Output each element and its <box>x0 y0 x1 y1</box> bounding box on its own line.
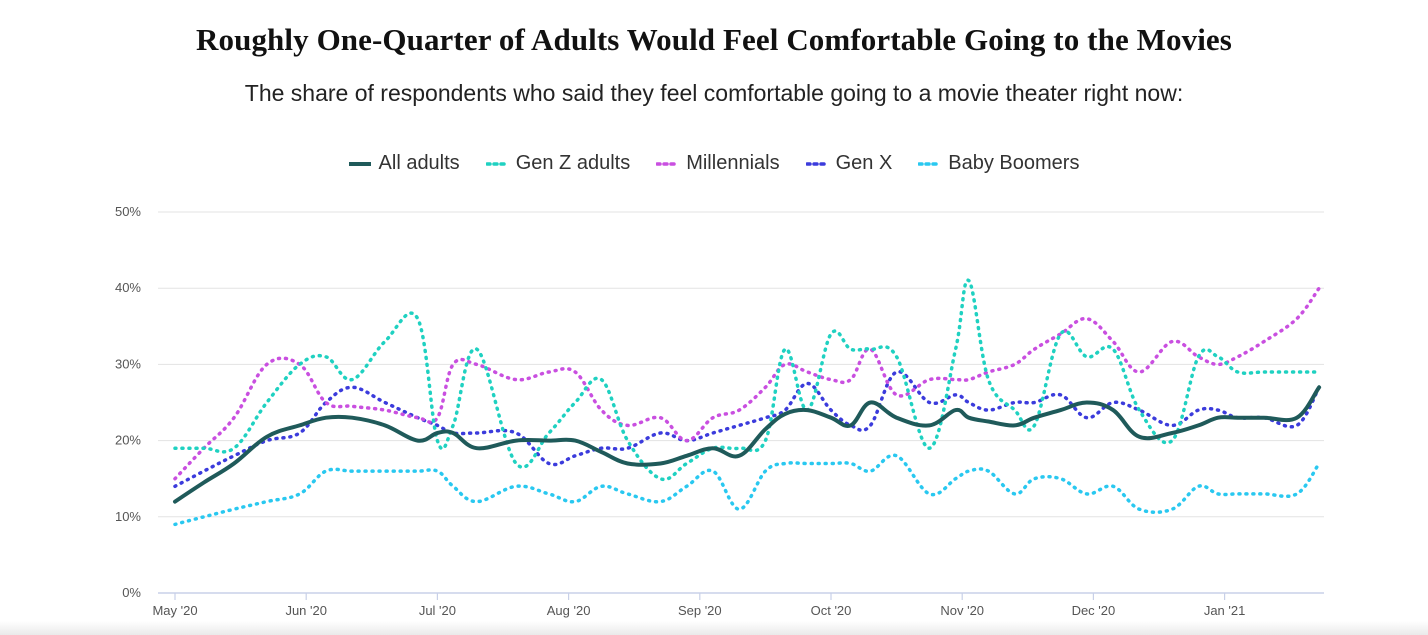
x-tick-label: May '20 <box>152 603 197 618</box>
legend-swatch-all-adults <box>348 161 371 166</box>
series-line-baby-boomers <box>173 453 1321 527</box>
legend-item-millennials[interactable]: Millennials <box>656 152 780 175</box>
y-tick-label: 50% <box>115 204 141 219</box>
legend-swatch-gen-z <box>485 161 508 166</box>
bottom-shadow <box>0 621 1428 635</box>
axes: 0% 10% 20% 30% 40% 50% May '20 Jun '20 Jul '20 Au… <box>115 204 1324 618</box>
chart-title: Roughly One-Quarter of Adults Would Feel… <box>196 22 1232 57</box>
chart-legend: All adults Gen Z adults Millennials Gen … <box>0 152 1428 175</box>
y-tick-label: 40% <box>115 280 141 295</box>
x-tick-label: Jan '21 <box>1204 603 1246 618</box>
legend-swatch-gen-x <box>805 161 828 166</box>
y-tick-label: 10% <box>115 509 141 524</box>
x-tick-label: Jun '20 <box>285 603 327 618</box>
y-tick-label: 0% <box>122 585 141 600</box>
legend-item-gen-x[interactable]: Gen X <box>805 152 893 175</box>
series-line-millennials <box>173 286 1321 481</box>
x-tick-label: Nov '20 <box>940 603 984 618</box>
legend-swatch-millennials <box>656 161 679 166</box>
legend-item-baby-boomers[interactable]: Baby Boomers <box>918 152 1079 175</box>
legend-item-gen-z[interactable]: Gen Z adults <box>485 152 631 175</box>
series-line-gen-x <box>173 370 1321 489</box>
legend-label-gen-x: Gen X <box>835 152 893 174</box>
series-line-all-adults <box>173 385 1322 504</box>
y-tick-label: 30% <box>115 356 141 371</box>
gridlines <box>158 211 1324 518</box>
x-tick-label: Aug '20 <box>547 603 591 618</box>
series-lines <box>173 278 1322 527</box>
legend-label-all-adults: All adults <box>378 152 460 174</box>
legend-swatch-baby-boomers <box>918 161 941 166</box>
legend-label-baby-boomers: Baby Boomers <box>948 152 1080 174</box>
legend-item-all-adults[interactable]: All adults <box>348 152 460 175</box>
x-tick-label: Jul '20 <box>419 603 456 618</box>
chart-subtitle: The share of respondents who said they f… <box>244 80 1184 106</box>
y-tick-label: 20% <box>115 433 141 448</box>
x-tick-label: Dec '20 <box>1072 603 1116 618</box>
legend-label-gen-z: Gen Z adults <box>515 152 631 174</box>
series-line-gen-z-adults <box>173 278 1321 482</box>
x-tick-label: Oct '20 <box>811 603 852 618</box>
x-tick-label: Sep '20 <box>678 603 722 618</box>
legend-label-millennials: Millennials <box>686 152 780 174</box>
